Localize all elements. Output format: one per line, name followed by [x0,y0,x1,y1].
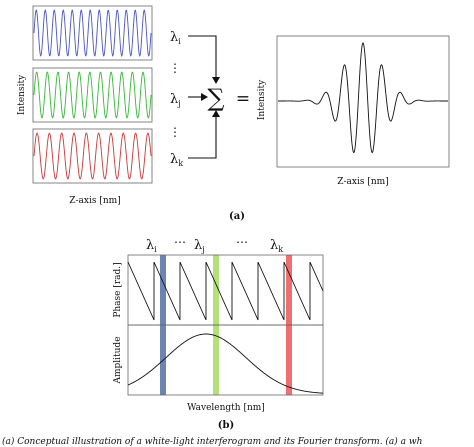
result-xlabel: Z-axis [nm] [337,177,388,187]
arrowhead-middle [201,93,208,101]
ellipsis-horizontal-right: ⋯ [236,235,248,249]
arrow-top [188,35,217,78]
amplitude-plot-frame [127,324,324,396]
footer-caption: (a) Conceptual illustration of a white-l… [2,436,422,447]
arrowhead-top [212,77,220,84]
amplitude-ylabel: Amplitude [113,336,123,384]
equals-sign: = [236,89,250,109]
wavelength-xlabel: Wavelength [nm] [187,403,265,413]
panel-blue-frame [32,5,153,61]
lambda-i-label-b: λi [146,238,157,254]
panel-green-frame [32,67,153,123]
ellipsis-vertical-top: ⋮ [169,61,181,75]
ellipsis-horizontal-left: ⋯ [174,235,186,249]
arrow-bottom [188,116,217,159]
result-ylabel: Intensity [257,79,267,120]
wave-red [33,132,152,180]
left-ylabel: Intensity [17,74,27,115]
lambda-k-label-b: λk [270,238,283,254]
amplitude-gaussian-curve [127,333,324,394]
sum-symbol: ∑ [207,84,224,112]
panel-red-frame [32,128,153,184]
lambda-i-label: λi [170,30,181,46]
caption-a: (a) [229,211,245,222]
arrow-heads [201,77,220,117]
lambda-j-label-b: λj [194,238,205,254]
wave-blue [33,9,152,57]
interferogram-curve [278,42,448,154]
phase-plot-frame [127,254,324,326]
sum-arrows [188,35,217,159]
arrowhead-bottom [212,110,220,117]
lambda-j-label: λj [170,92,181,108]
ellipsis-vertical-bottom: ⋮ [169,125,181,139]
result-plot-frame [276,35,450,168]
lambda-k-label: λk [170,152,183,168]
wave-green [33,71,152,119]
input-panels [32,5,153,184]
left-xlabel: Z-axis [nm] [69,196,120,206]
phase-ylabel: Phase [rad.] [113,262,123,317]
phase-sawtooth-curve [127,261,324,321]
caption-b: (b) [218,420,234,431]
